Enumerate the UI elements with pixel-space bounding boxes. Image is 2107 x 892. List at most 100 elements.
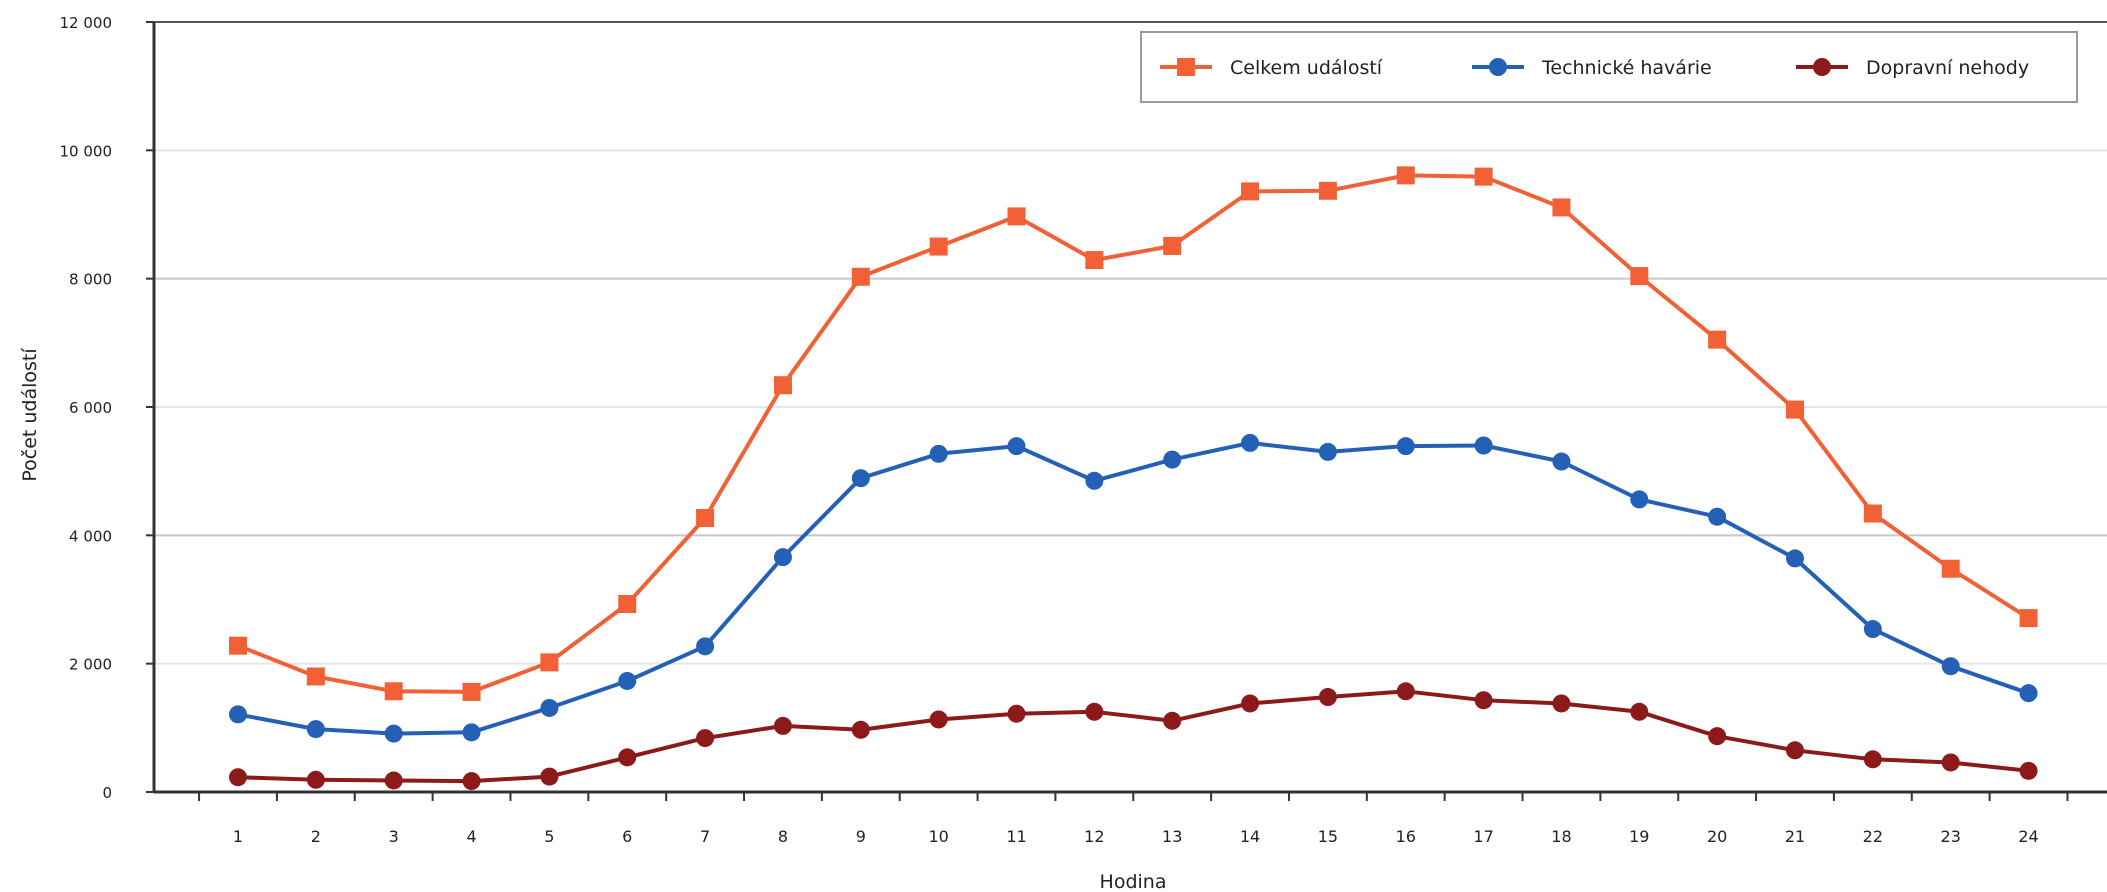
data-point[interactable] — [851, 267, 870, 286]
data-point[interactable] — [540, 767, 559, 786]
data-point[interactable] — [1163, 711, 1182, 730]
data-point[interactable] — [2019, 684, 2038, 703]
data-point[interactable] — [229, 705, 247, 724]
data-point[interactable] — [1786, 549, 1804, 568]
x-tick-label: 18 — [1551, 827, 1571, 846]
data-point[interactable] — [1630, 702, 1649, 721]
data-point[interactable] — [1708, 727, 1727, 746]
data-point[interactable] — [1552, 198, 1571, 217]
data-point[interactable] — [1007, 207, 1026, 226]
data-point[interactable] — [384, 771, 403, 790]
series-2 — [229, 433, 2038, 743]
data-point[interactable] — [1318, 181, 1337, 200]
data-point[interactable] — [773, 376, 792, 395]
data-point[interactable] — [929, 444, 948, 463]
y-tick-label: 4 000 — [69, 527, 112, 545]
data-point[interactable] — [929, 237, 948, 256]
data-point[interactable] — [1708, 330, 1727, 349]
x-tick-label: 15 — [1318, 827, 1338, 846]
data-point[interactable] — [2019, 761, 2038, 780]
data-point[interactable] — [696, 637, 715, 656]
data-point[interactable] — [1163, 236, 1182, 255]
data-point[interactable] — [384, 682, 403, 701]
data-point[interactable] — [462, 723, 481, 742]
data-point[interactable] — [1630, 490, 1649, 509]
data-point[interactable] — [1552, 694, 1571, 713]
data-point[interactable] — [1396, 437, 1415, 456]
data-point[interactable] — [1552, 452, 1571, 471]
data-point[interactable] — [1630, 267, 1649, 286]
x-tick-label: 4 — [466, 827, 476, 846]
y-tick-label: 10 000 — [60, 142, 113, 160]
data-point[interactable] — [1241, 694, 1260, 713]
data-point[interactable] — [1163, 450, 1182, 469]
legend-marker — [1813, 58, 1831, 76]
data-point[interactable] — [851, 720, 870, 739]
x-tick-label: 17 — [1473, 827, 1493, 846]
data-point[interactable] — [618, 671, 637, 690]
axes — [146, 21, 2107, 801]
data-point[interactable] — [1786, 400, 1804, 419]
data-point[interactable] — [1085, 251, 1104, 270]
data-point[interactable] — [1396, 166, 1415, 185]
data-point[interactable] — [1863, 620, 1882, 639]
legend-item[interactable]: Technické havárie — [1472, 57, 1712, 79]
data-point[interactable] — [306, 667, 325, 686]
data-point[interactable] — [1786, 741, 1804, 760]
data-point[interactable] — [696, 729, 715, 748]
data-point[interactable] — [851, 469, 870, 488]
data-point[interactable] — [1708, 507, 1727, 526]
legend-box — [1140, 31, 2078, 103]
y-tick-label: 2 000 — [69, 656, 112, 674]
data-point[interactable] — [1085, 702, 1104, 721]
data-point[interactable] — [1474, 691, 1493, 710]
data-point[interactable] — [229, 768, 247, 787]
data-point[interactable] — [1941, 559, 1960, 578]
data-point[interactable] — [1007, 704, 1026, 723]
data-point[interactable] — [229, 636, 247, 655]
legend-item[interactable]: Celkem událostí — [1160, 57, 1383, 79]
data-point[interactable] — [462, 682, 481, 701]
data-point[interactable] — [1941, 657, 1960, 676]
data-point[interactable] — [618, 594, 637, 613]
data-point[interactable] — [1318, 442, 1337, 461]
data-point[interactable] — [1241, 182, 1260, 201]
data-point[interactable] — [306, 770, 325, 789]
data-point[interactable] — [540, 698, 559, 717]
x-tick-label: 16 — [1396, 827, 1416, 846]
x-tick-label: 19 — [1629, 827, 1649, 846]
data-point[interactable] — [1318, 688, 1337, 707]
x-tick-label: 8 — [778, 827, 788, 846]
data-point[interactable] — [1007, 437, 1026, 456]
data-point[interactable] — [462, 772, 481, 791]
data-point[interactable] — [1241, 433, 1260, 452]
data-point[interactable] — [1474, 436, 1493, 455]
x-tick-label: 24 — [2018, 827, 2038, 846]
data-point[interactable] — [929, 710, 948, 729]
data-point[interactable] — [1863, 750, 1882, 769]
x-tick-label: 5 — [544, 827, 554, 846]
x-tick-label: 23 — [1941, 827, 1961, 846]
data-point[interactable] — [1941, 753, 1960, 772]
data-point[interactable] — [696, 509, 715, 528]
legend-item[interactable]: Dopravní nehody — [1796, 57, 2029, 79]
data-point[interactable] — [2019, 609, 2038, 628]
axis-labels: Hodina Počet událostí 0 2 000 4 000 6 000 8 … — [19, 14, 2039, 892]
x-tick-label: 7 — [700, 827, 710, 846]
series-group — [229, 166, 2038, 791]
data-point[interactable] — [1474, 167, 1493, 186]
y-tick-label: 8 000 — [69, 271, 112, 289]
data-point[interactable] — [773, 548, 792, 567]
data-point[interactable] — [1863, 504, 1882, 523]
data-point[interactable] — [618, 748, 637, 767]
data-point[interactable] — [306, 720, 325, 739]
y-tick-label: 0 — [102, 784, 112, 802]
x-tick-label: 2 — [311, 827, 321, 846]
data-point[interactable] — [773, 716, 792, 735]
data-point[interactable] — [1085, 471, 1104, 490]
data-point[interactable] — [540, 653, 559, 672]
y-tick-label: 12 000 — [60, 14, 113, 32]
data-point[interactable] — [384, 724, 403, 743]
data-point[interactable] — [1396, 682, 1415, 701]
